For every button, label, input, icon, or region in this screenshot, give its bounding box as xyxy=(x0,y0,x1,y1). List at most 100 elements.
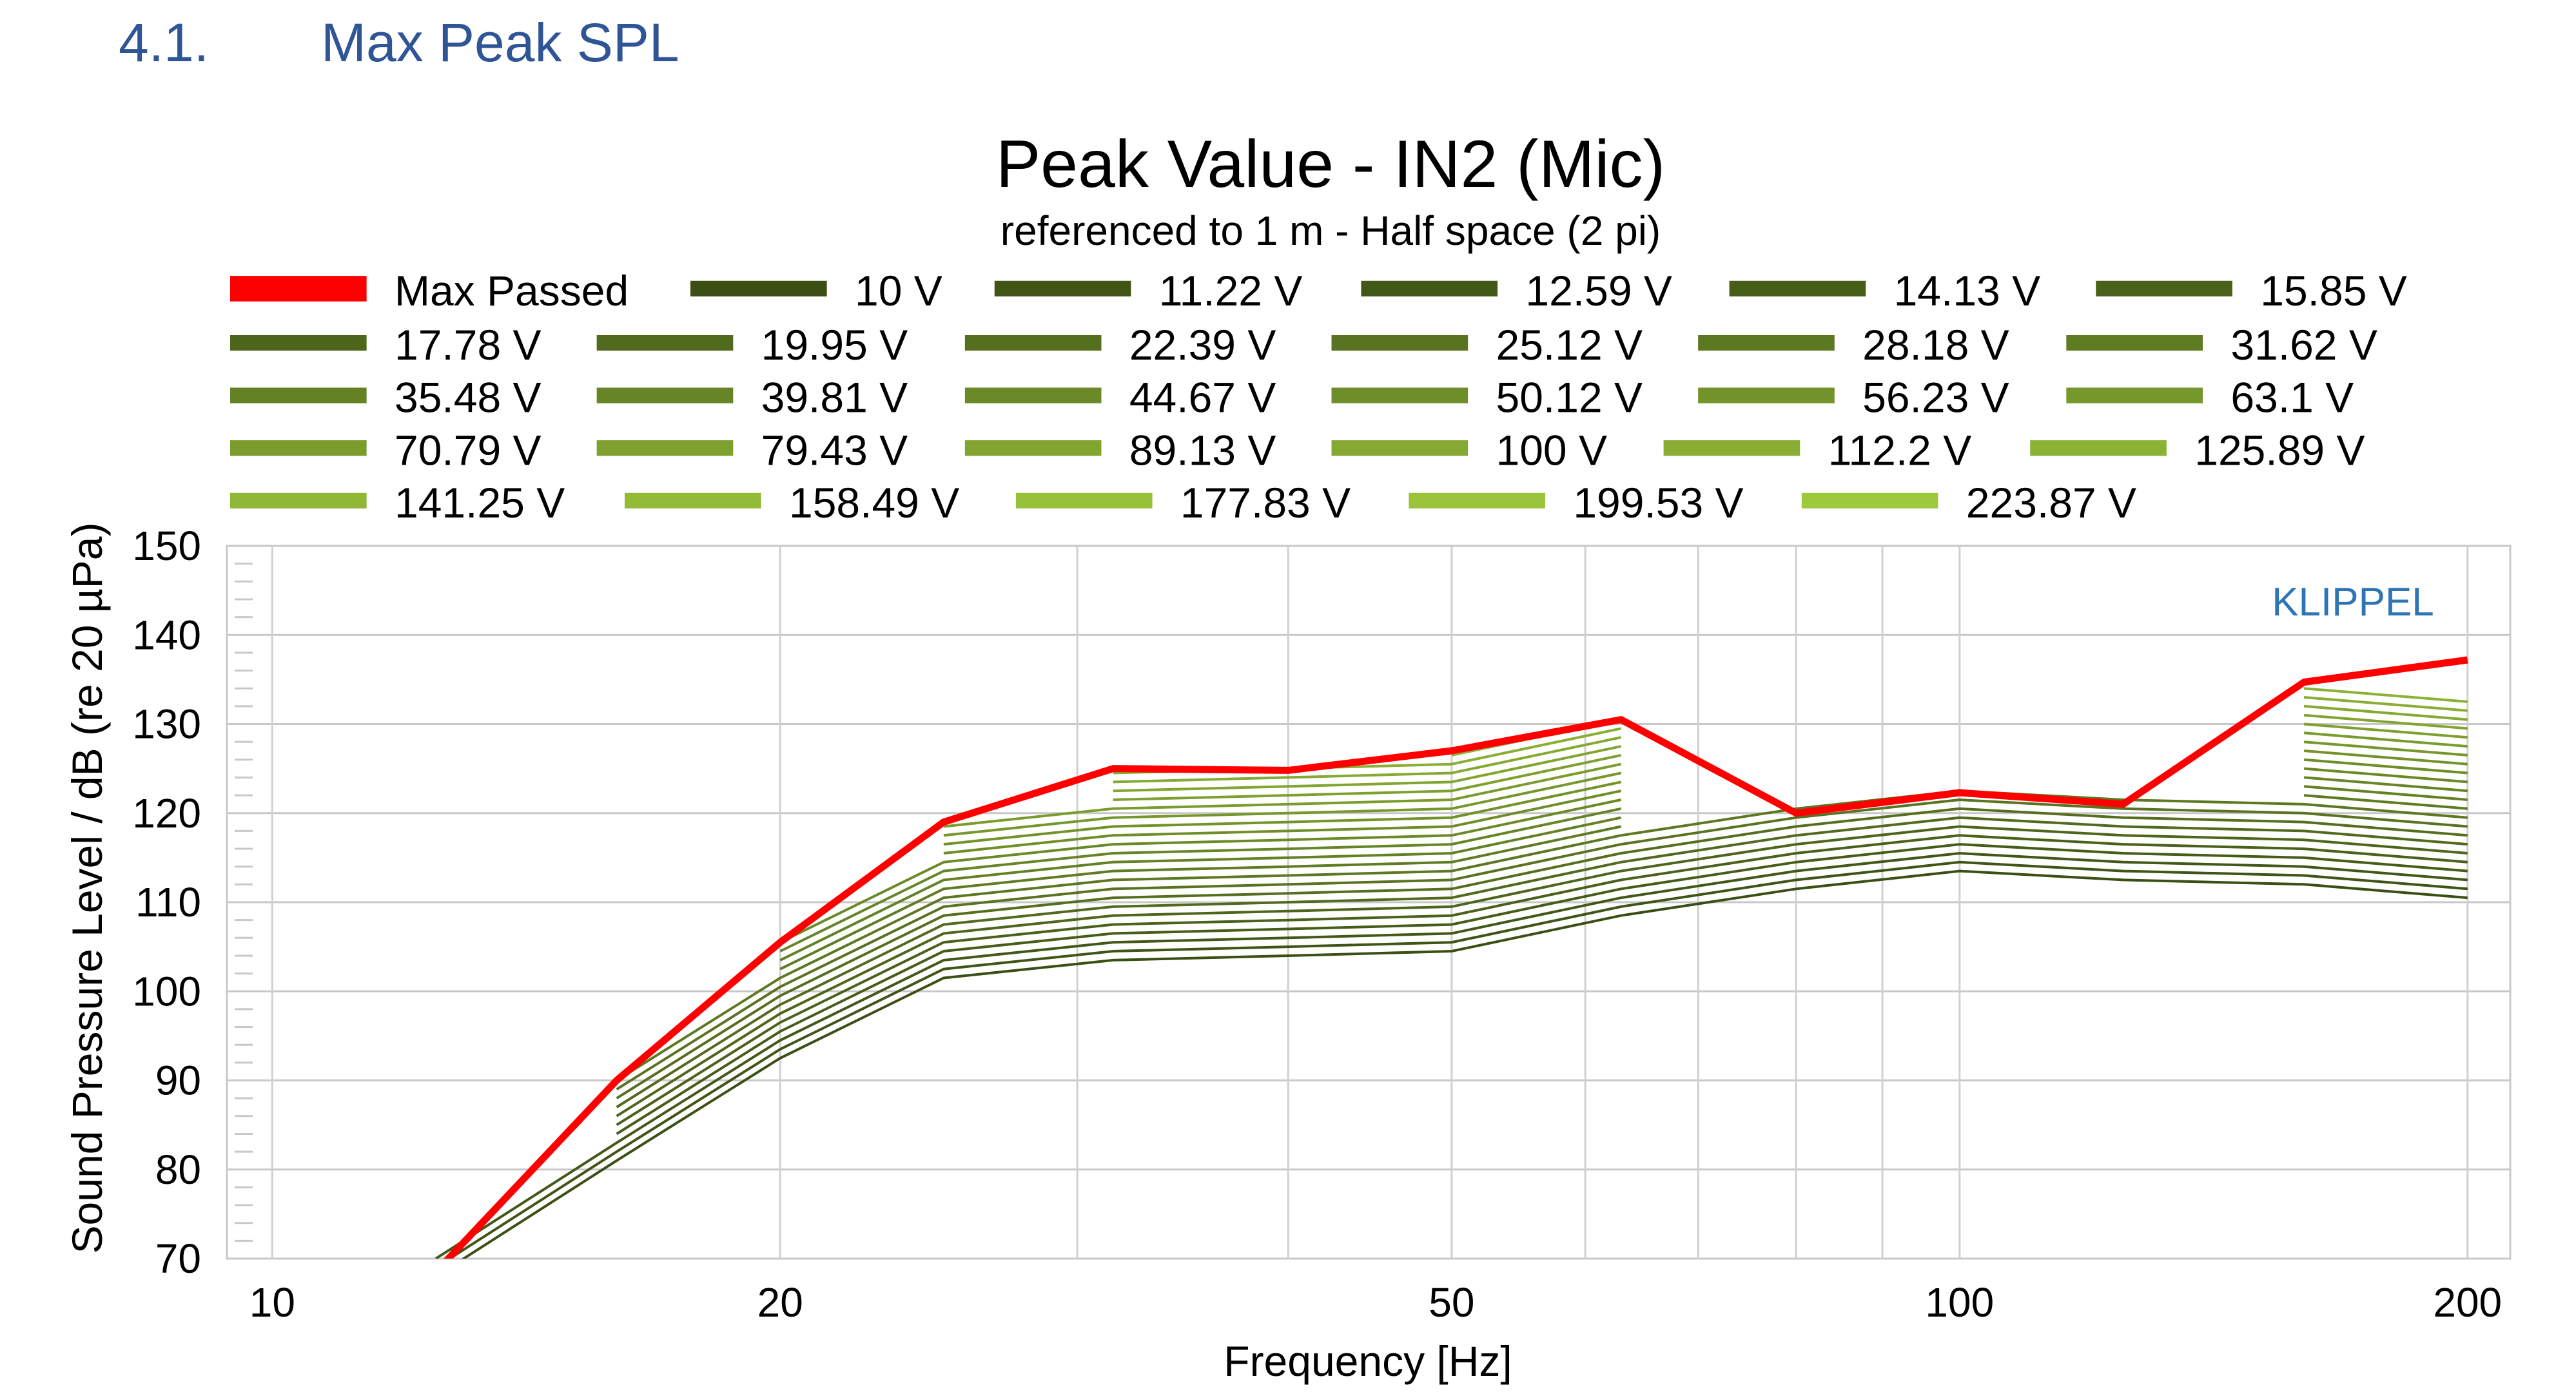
x-tick-label: 50 xyxy=(1429,1279,1474,1326)
legend-label: 15.85 V xyxy=(2260,267,2407,314)
y-tick-label: 110 xyxy=(135,879,201,925)
legend-label: 31.62 V xyxy=(2230,321,2377,369)
legend-label: 112.2 V xyxy=(1828,426,1972,474)
section-number: 4.1. xyxy=(119,12,210,73)
series-line xyxy=(616,834,2468,1126)
series-line xyxy=(447,860,2468,1259)
legend-label: 177.83 V xyxy=(1180,479,1351,527)
max-passed-line xyxy=(443,656,2468,1259)
x-tick-label: 10 xyxy=(249,1279,295,1326)
legend-label: 22.39 V xyxy=(1129,321,1276,369)
legend-item: 19.95 V xyxy=(596,321,908,369)
series-lines xyxy=(434,656,2468,1259)
y-tick-label: 150 xyxy=(132,523,201,569)
legend-item: 141.25 V xyxy=(230,479,565,527)
legend-item: 22.39 V xyxy=(964,321,1276,369)
series-line xyxy=(943,731,2468,828)
series-line xyxy=(616,825,2468,1117)
legend-label: 50.12 V xyxy=(1496,374,1643,421)
legend-label: 79.43 V xyxy=(761,426,908,474)
section-title: Max Peak SPL xyxy=(321,12,679,73)
y-tick-label: 130 xyxy=(132,701,201,748)
legend-item: 199.53 V xyxy=(1409,479,1744,527)
legend-item: 56.23 V xyxy=(1698,374,2009,421)
series-line xyxy=(616,816,2468,1108)
series-line xyxy=(779,794,2468,971)
series-line xyxy=(1113,722,2468,801)
legend-item: 11.22 V xyxy=(994,267,1303,314)
legend-label: 199.53 V xyxy=(1573,479,1743,527)
legend-item: 63.1 V xyxy=(2066,374,2354,421)
y-tick-label: 70 xyxy=(155,1235,201,1282)
legend-item: 28.18 V xyxy=(1698,321,2009,369)
legend-label: 14.13 V xyxy=(1894,267,2041,314)
legend-item: Max Passed xyxy=(230,267,629,314)
legend-item: 79.43 V xyxy=(596,426,908,474)
legend-label: 12.59 V xyxy=(1525,267,1672,314)
klippel-watermark: KLIPPEL xyxy=(2272,580,2434,624)
series-line xyxy=(779,767,2468,943)
legend-item: 17.78 V xyxy=(230,321,542,369)
x-axis-label: Frequency [Hz] xyxy=(1224,1337,1512,1385)
legend-label: 11.22 V xyxy=(1159,267,1303,314)
legend-label: 56.23 V xyxy=(1862,374,2009,421)
legend-label: 19.95 V xyxy=(761,321,908,369)
legend-item: 14.13 V xyxy=(1729,267,2041,314)
legend-label: 89.13 V xyxy=(1129,426,1276,474)
legend-item: 35.48 V xyxy=(230,374,542,421)
y-tick-label: 80 xyxy=(155,1146,201,1193)
series-line xyxy=(616,798,2468,1090)
legend-item: 44.67 V xyxy=(964,374,1276,421)
series-line xyxy=(779,785,2468,962)
legend-item: 223.87 V xyxy=(1801,479,2136,527)
legend-label: 158.49 V xyxy=(789,479,959,527)
legend-label: Max Passed xyxy=(395,267,629,314)
legend-item: 177.83 V xyxy=(1015,479,1351,527)
series-line xyxy=(943,740,2468,837)
series-line xyxy=(616,807,2468,1099)
legend-label: 141.25 V xyxy=(395,479,565,527)
axis-ticks: 70 80 90 100 110 120 130 140 150 10 20 50 100 200 xyxy=(132,523,2502,1326)
legend-item: 31.62 V xyxy=(2066,321,2377,369)
y-tick-label: 120 xyxy=(132,790,201,836)
grid xyxy=(226,545,2512,1260)
x-tick-label: 200 xyxy=(2433,1279,2502,1326)
y-tick-label: 140 xyxy=(132,612,201,658)
legend-item: 15.85 V xyxy=(2096,267,2407,314)
legend-item: 12.59 V xyxy=(1361,267,1672,314)
chart-subtitle: referenced to 1 m - Half space (2 pi) xyxy=(1000,208,1661,254)
x-tick-label: 100 xyxy=(1925,1279,1994,1326)
legend-item: 50.12 V xyxy=(1331,374,1643,421)
legend-label: 100 V xyxy=(1496,426,1607,474)
series-line xyxy=(943,749,2468,846)
legend-label: 223.87 V xyxy=(1966,479,2136,527)
legend-item: 100 V xyxy=(1331,426,1607,474)
series-line xyxy=(1113,713,2468,793)
legend-item: 112.2 V xyxy=(1663,426,1972,474)
legend-label: 10 V xyxy=(855,267,942,314)
legend-label: 28.18 V xyxy=(1862,321,2009,369)
legend-label: 44.67 V xyxy=(1129,374,1276,421)
legend-item: 125.89 V xyxy=(2030,426,2365,474)
chart-title: Peak Value - IN2 (Mic) xyxy=(996,127,1665,202)
legend: Max Passed 10 V 11.22 V 12.59 V 14.13 V 15.85… xyxy=(230,267,2407,527)
legend-item: 10 V xyxy=(690,267,942,314)
y-axis-label: Sound Pressure Level / dB (re 20 µPa) xyxy=(63,523,111,1254)
y-tick-label: 100 xyxy=(132,968,201,1014)
legend-item: 70.79 V xyxy=(230,426,542,474)
legend-item: 25.12 V xyxy=(1331,321,1643,369)
series-line xyxy=(943,758,2468,855)
series-line xyxy=(461,869,2468,1259)
series-line xyxy=(434,851,2468,1259)
series-line xyxy=(779,776,2468,952)
series-line xyxy=(616,789,2468,1082)
legend-item: 158.49 V xyxy=(625,479,959,527)
legend-item: 89.13 V xyxy=(964,426,1276,474)
legend-label: 17.78 V xyxy=(395,321,542,369)
legend-item: 39.81 V xyxy=(596,374,908,421)
legend-label: 35.48 V xyxy=(395,374,542,421)
legend-label: 39.81 V xyxy=(761,374,908,421)
legend-label: 25.12 V xyxy=(1496,321,1643,369)
legend-label: 125.89 V xyxy=(2194,426,2365,474)
